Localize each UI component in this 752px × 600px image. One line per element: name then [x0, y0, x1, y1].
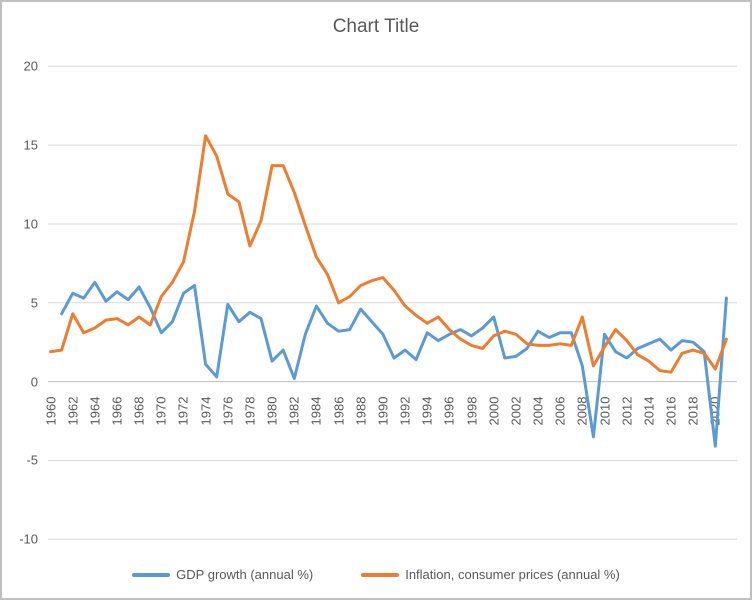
legend: GDP growth (annual %) Inflation, consume… — [2, 567, 750, 582]
x-axis-tick-label: 1962 — [65, 396, 81, 426]
legend-item-gdp: GDP growth (annual %) — [132, 567, 313, 582]
x-axis-tick-label: 1986 — [331, 396, 347, 426]
x-axis-tick-label: 2012 — [619, 396, 635, 426]
y-axis-tick-label: 5 — [30, 295, 38, 311]
x-axis-tick-label: 1994 — [419, 396, 435, 426]
x-axis-tick-label: 1982 — [286, 396, 302, 426]
chart-title: Chart Title — [332, 16, 420, 37]
x-axis-tick-label: 1966 — [109, 396, 125, 426]
x-axis-tick-label: 2018 — [685, 396, 701, 426]
x-axis-tick-label: 1970 — [153, 396, 169, 426]
x-axis-tick-label: 2002 — [508, 396, 524, 426]
x-axis-tick-label: 2008 — [574, 396, 590, 426]
x-axis-tick-label: 1976 — [220, 396, 236, 426]
x-axis-tick-label: 1998 — [464, 396, 480, 426]
x-axis-tick-label: 2016 — [663, 396, 679, 426]
y-axis-tick-label: 10 — [23, 216, 38, 232]
gdp-line-swatch — [132, 572, 171, 577]
y-axis-tick-label: 20 — [23, 58, 38, 74]
legend-item-inflation: Inflation, consumer prices (annual %) — [361, 567, 620, 582]
x-axis-tick-label: 1968 — [131, 396, 147, 426]
x-axis-tick-label: 1980 — [264, 396, 280, 426]
x-axis-tick-label: 1964 — [87, 396, 103, 426]
x-axis-tick-label: 2010 — [597, 396, 612, 426]
y-axis-tick-label: -5 — [26, 452, 38, 468]
inflation-line-swatch — [361, 572, 400, 577]
x-axis-tick-label: 1984 — [308, 396, 324, 426]
x-axis-tick-label: 1992 — [397, 396, 413, 426]
legend-label-inflation: Inflation, consumer prices (annual %) — [405, 567, 620, 582]
legend-label-gdp: GDP growth (annual %) — [176, 567, 314, 582]
y-axis-tick-label: 15 — [23, 137, 38, 153]
x-axis-tick-label: 1990 — [375, 396, 391, 426]
y-axis-tick-label: -10 — [19, 531, 38, 547]
x-axis-tick-label: 1960 — [43, 396, 58, 426]
x-axis-tick-label: 1974 — [198, 396, 214, 426]
x-axis-tick-label: 1996 — [441, 396, 457, 426]
x-axis-tick-label: 2020 — [707, 396, 723, 426]
y-axis-tick-label: 0 — [30, 374, 38, 390]
x-axis-tick-label: 2004 — [530, 396, 546, 426]
x-axis-tick-label: 2000 — [486, 396, 502, 426]
series-line-1 — [49, 134, 728, 374]
x-axis-tick-label: 1988 — [353, 396, 369, 426]
x-axis-tick-label: 2006 — [552, 396, 568, 426]
x-axis-tick-label: 2014 — [641, 396, 657, 426]
x-axis-tick-label: 1978 — [242, 396, 258, 426]
x-axis-tick-label: 1972 — [175, 396, 191, 426]
